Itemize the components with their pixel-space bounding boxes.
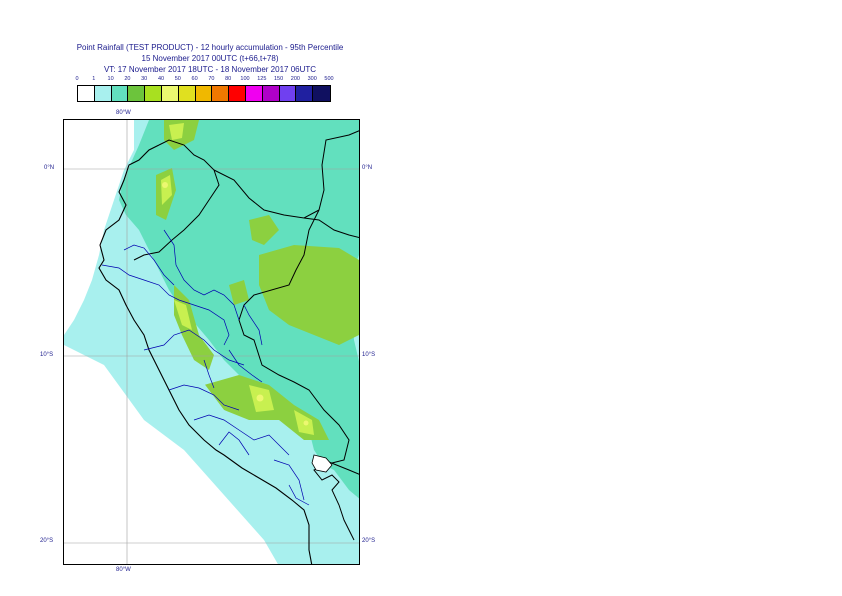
lat-label-10s-right: 10°S — [362, 352, 376, 358]
lat-label-0n-right: 0°N — [362, 165, 373, 171]
legend-swatch — [245, 86, 263, 101]
legend-swatch — [296, 86, 314, 101]
legend-swatch — [178, 86, 196, 101]
legend-threshold-label: 60 — [191, 76, 198, 82]
legend-swatch — [262, 86, 280, 101]
land-rainfall-area — [119, 120, 359, 499]
lon-label-top: 80°W — [116, 110, 131, 116]
lon-label-bottom: 80°W — [116, 567, 131, 573]
legend-swatch — [195, 86, 213, 101]
legend-swatch — [145, 86, 162, 101]
peak-rainfall-spots — [162, 182, 309, 426]
lat-label-20s-right: 20°S — [362, 538, 376, 544]
legend-swatch — [161, 86, 179, 101]
coastal-light-rainfall-area — [119, 240, 359, 564]
legend-color-swatches — [77, 85, 331, 102]
title-line-2: 15 November 2017 00UTC (t+66,t+78) — [141, 54, 279, 63]
legend-threshold-label: 200 — [290, 76, 300, 82]
legend-threshold-label: 30 — [141, 76, 148, 82]
legend-swatch — [279, 86, 297, 101]
legend-threshold-label: 125 — [257, 76, 267, 82]
color-legend: 0 1 10 20 30 40 50 60 70 80 100 125 150 200 300 500 — [75, 76, 347, 102]
legend-threshold-label: 70 — [208, 76, 215, 82]
legend-swatch — [313, 86, 330, 101]
legend-threshold-label: 1 — [92, 76, 96, 82]
lake-titicaca — [311, 454, 333, 473]
lat-label-20s-left: 20°S — [40, 538, 54, 544]
legend-swatch — [111, 86, 129, 101]
administrative-boundaries — [101, 229, 310, 506]
title-line-3: VT: 17 November 2017 18UTC - 18 November… — [103, 65, 317, 74]
legend-swatch — [212, 86, 230, 101]
map-title: Point Rainfall (TEST PRODUCT) - 12 hourl… — [40, 42, 380, 75]
legend-threshold-label: 0 — [75, 76, 79, 82]
legend-threshold-label: 500 — [324, 76, 334, 82]
title-line-1: Point Rainfall (TEST PRODUCT) - 12 hourl… — [76, 43, 344, 52]
ocean-no-rain-area — [64, 120, 278, 564]
legend-threshold-label: 20 — [124, 76, 131, 82]
legend-swatch — [128, 86, 146, 101]
legend-swatch — [78, 86, 95, 101]
legend-threshold-label: 100 — [240, 76, 250, 82]
coastline — [98, 144, 313, 564]
legend-threshold-labels: 0 1 10 20 30 40 50 60 70 80 100 125 150 200 300 500 — [75, 76, 347, 86]
rainfall-map — [63, 119, 360, 565]
country-borders — [133, 130, 359, 541]
legend-threshold-label: 50 — [174, 76, 181, 82]
lat-label-10s-left: 10°S — [40, 352, 54, 358]
legend-threshold-label: 40 — [157, 76, 165, 82]
map-canvas — [64, 120, 359, 564]
legend-threshold-label: 150 — [274, 76, 284, 82]
legend-threshold-label: 300 — [307, 76, 317, 82]
legend-swatch — [229, 86, 246, 101]
lat-label-0n-left: 0°N — [44, 165, 55, 171]
legend-threshold-label: 10 — [107, 76, 114, 82]
legend-threshold-label: 80 — [225, 76, 232, 82]
legend-swatch — [94, 86, 112, 101]
